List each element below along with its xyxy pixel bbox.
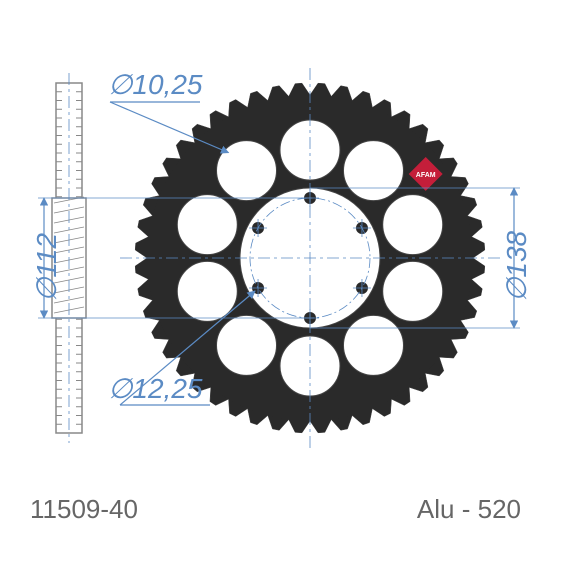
technical-drawing: AFAM: [0, 0, 561, 561]
dim-hole-diameter: ∅10,25: [108, 68, 202, 101]
material-spec: Alu - 520: [417, 494, 521, 525]
part-number: 11509-40: [30, 494, 138, 525]
dim-hub-bore: ∅12,25: [108, 372, 202, 405]
dim-bolt-circle: ∅112: [30, 233, 63, 302]
dim-outer-diameter: ∅138: [500, 231, 533, 302]
diameter-symbol: ∅: [501, 278, 532, 302]
svg-text:AFAM: AFAM: [416, 172, 436, 179]
diameter-symbol: ∅: [108, 69, 132, 100]
diameter-symbol: ∅: [108, 373, 132, 404]
diameter-symbol: ∅: [31, 278, 62, 302]
